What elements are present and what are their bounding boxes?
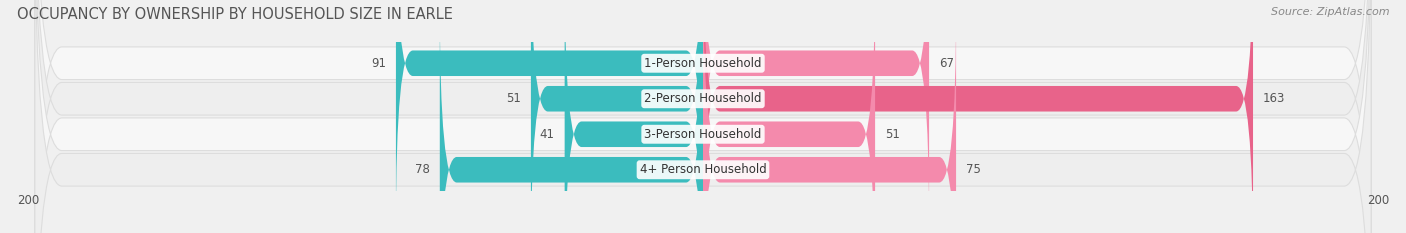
FancyBboxPatch shape (703, 0, 929, 228)
Text: 75: 75 (966, 163, 981, 176)
FancyBboxPatch shape (531, 0, 703, 233)
Text: 3-Person Household: 3-Person Household (644, 128, 762, 141)
Text: 51: 51 (506, 92, 520, 105)
FancyBboxPatch shape (703, 5, 956, 233)
FancyBboxPatch shape (35, 0, 1371, 233)
Text: 78: 78 (415, 163, 430, 176)
Text: OCCUPANCY BY OWNERSHIP BY HOUSEHOLD SIZE IN EARLE: OCCUPANCY BY OWNERSHIP BY HOUSEHOLD SIZE… (17, 7, 453, 22)
Text: Source: ZipAtlas.com: Source: ZipAtlas.com (1271, 7, 1389, 17)
FancyBboxPatch shape (703, 0, 875, 233)
FancyBboxPatch shape (35, 0, 1371, 233)
Text: 2-Person Household: 2-Person Household (644, 92, 762, 105)
Text: 51: 51 (886, 128, 900, 141)
FancyBboxPatch shape (565, 0, 703, 233)
FancyBboxPatch shape (703, 0, 1253, 233)
Text: 4+ Person Household: 4+ Person Household (640, 163, 766, 176)
Text: 91: 91 (371, 57, 385, 70)
Text: 1-Person Household: 1-Person Household (644, 57, 762, 70)
Text: 67: 67 (939, 57, 955, 70)
FancyBboxPatch shape (396, 0, 703, 228)
FancyBboxPatch shape (35, 0, 1371, 233)
FancyBboxPatch shape (35, 0, 1371, 233)
Text: 41: 41 (540, 128, 554, 141)
FancyBboxPatch shape (440, 5, 703, 233)
Text: 163: 163 (1263, 92, 1285, 105)
